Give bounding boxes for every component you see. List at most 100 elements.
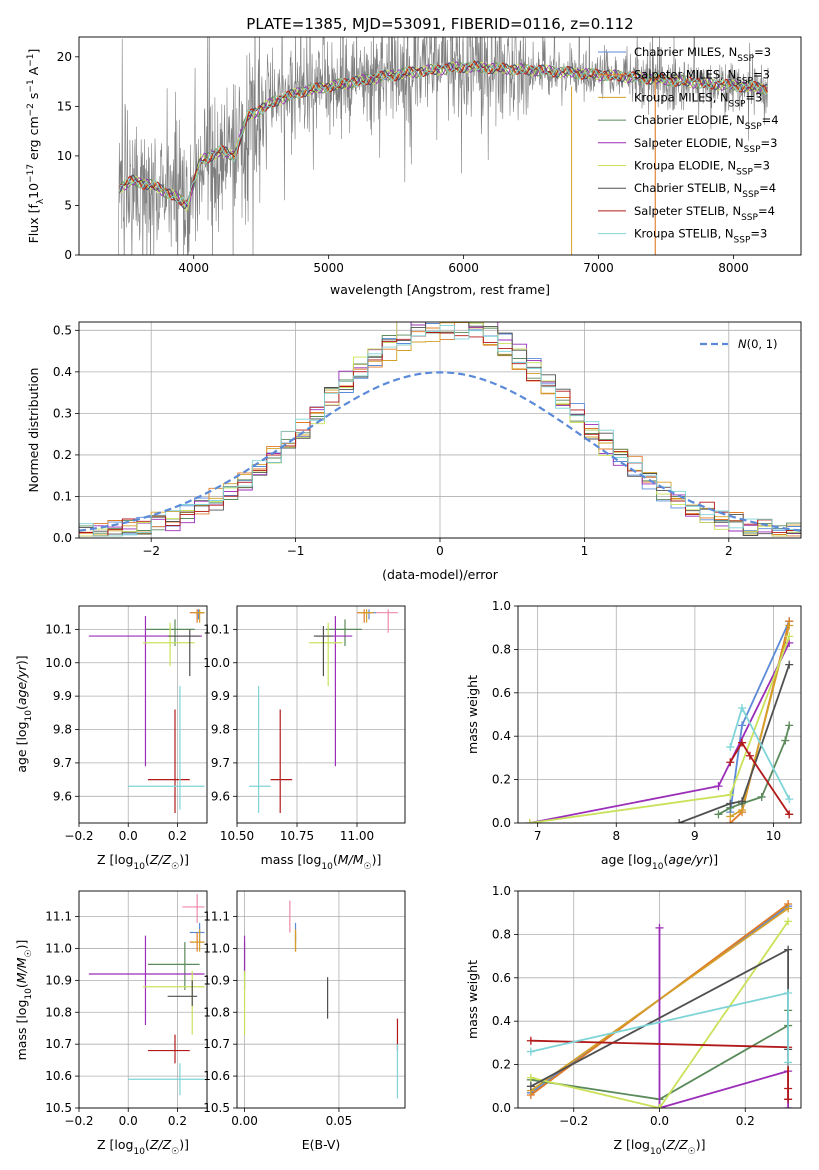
y-tick-label: 10.6 [203, 1069, 230, 1083]
axes-frame [517, 605, 802, 824]
age-vs-mass-panel: 10.50 10.75 11.00 9.6 9.7 9.8 9.9 10.0 10.1 mass … [203, 605, 406, 872]
series-marker [745, 751, 754, 760]
mass-vs-metallicity-panel: −0.2 0.0 0.2 10.5 10.6 10.7 10.8 10.9 11.0 11.1 Z … [14, 890, 208, 1157]
series-line-5 [530, 920, 789, 1108]
x-tick-label: 8000 [718, 261, 749, 275]
y-tick-label: 0.1 [53, 489, 72, 503]
model-spectrum-8 [119, 61, 768, 205]
series-marker [655, 1104, 664, 1108]
series-marker [784, 904, 793, 913]
y-tick-label: 0.8 [492, 642, 511, 656]
series-marker [784, 1084, 793, 1093]
x-tick-label: 0.0 [119, 829, 138, 843]
residual-histogram-8 [79, 324, 801, 537]
plot-area [88, 609, 205, 813]
y-tick-label: 9.7 [211, 756, 230, 770]
y-tick-label: 0.2 [492, 773, 511, 787]
y-tick-label: 0.8 [492, 927, 511, 941]
y-tick-label: 9.9 [53, 689, 72, 703]
x-tick-label: 10.50 [220, 829, 254, 843]
series-line-1 [729, 620, 791, 823]
series-marker [526, 1036, 535, 1045]
y-tick-label: 0.4 [53, 365, 72, 379]
mass-weight-vs-age-panel: 7 8 9 10 0.0 0.2 0.4 0.6 0.8 1.0 age [log10(age/yr… [465, 599, 802, 872]
plot-area [249, 609, 398, 813]
y-tick-label: 1.0 [492, 884, 511, 898]
series-marker [726, 743, 735, 752]
y-tick-label: 10.6 [45, 1069, 72, 1083]
y-axis-label: Flux [fλ10−17 erg cm−2 s−1 A−1] [26, 49, 46, 244]
legend-entry: Chabrier STELIB, NSSP=4 [634, 181, 776, 200]
series-marker [526, 1073, 535, 1082]
x-tick-label: −0.2 [559, 1114, 588, 1128]
y-tick-label: 10.9 [45, 973, 72, 987]
y-tick-label: 10.8 [45, 1005, 72, 1019]
legend-entry: Kroupa MILES, NSSP=3 [634, 90, 762, 109]
y-axis-label: mass weight [465, 960, 480, 1039]
age-vs-metallicity-panel: −0.2 0.0 0.2 9.6 9.7 9.8 9.9 10.0 10.1 Z [log10(Z… [14, 605, 208, 872]
series-line-4 [529, 642, 791, 823]
series-marker [757, 792, 766, 801]
x-tick-label: −2 [142, 544, 160, 558]
y-tick-label: 0.0 [492, 1101, 511, 1115]
series-marker [785, 795, 794, 804]
x-tick-label: 7000 [583, 261, 614, 275]
series-marker [784, 945, 793, 954]
plot-area [243, 900, 399, 1099]
x-axis-label: age [log10(age/yr)] [601, 852, 718, 872]
y-tick-label: 11.0 [203, 941, 230, 955]
series-line-5 [529, 636, 791, 823]
legend-entry: Salpeter MILES, NSSP=3 [634, 68, 770, 87]
y-tick-label: 0.2 [53, 448, 72, 462]
y-tick-label: 9.9 [211, 689, 230, 703]
y-axis-label: age [log10(age/yr)] [14, 655, 34, 772]
x-axis-label: (data-model)/error [382, 567, 499, 582]
series-marker [655, 923, 664, 932]
x-axis-label: Z [log10(Z/Z☉)] [614, 1137, 706, 1157]
plot-area [88, 894, 205, 1096]
x-axis-label: Z [log10(Z/Z☉)] [97, 1137, 189, 1157]
x-tick-label: 1 [581, 544, 589, 558]
series-marker [726, 790, 735, 799]
x-tick-label: 11.00 [340, 829, 374, 843]
axes-frame [78, 36, 802, 256]
y-tick-label: 0.3 [53, 406, 72, 420]
y-tick-label: 9.6 [53, 789, 72, 803]
x-axis-label: mass [log10(M/M☉)] [261, 852, 382, 872]
y-tick-label: 11.1 [203, 910, 230, 924]
series-marker [726, 758, 735, 767]
y-axis-label: mass [log10(M/M☉)] [14, 940, 34, 1061]
axes-frame [236, 890, 406, 1109]
x-tick-label: 2 [725, 544, 733, 558]
x-tick-label: 0.0 [119, 1114, 138, 1128]
y-axis-label: Normed distribution [26, 368, 41, 493]
legend-entry: Salpeter ELODIE, NSSP=3 [634, 136, 777, 155]
y-tick-label: 11.1 [45, 910, 72, 924]
x-tick-label: 0 [436, 544, 444, 558]
series-marker [738, 738, 747, 747]
x-axis-label: E(B-V) [302, 1137, 341, 1152]
y-tick-label: 10.5 [203, 1101, 230, 1115]
y-tick-label: 0.2 [492, 1058, 511, 1072]
mass-vs-ebv-panel: 0.00 0.05 10.5 10.6 10.7 10.8 10.9 11.0 11.1 E(B-… [203, 890, 406, 1152]
legend-entry: Kroupa STELIB, NSSP=3 [634, 227, 767, 246]
y-tick-label: 0.6 [492, 971, 511, 985]
series-line-7 [729, 740, 790, 815]
plot-area [526, 900, 793, 1108]
series-marker [784, 988, 793, 997]
y-tick-label: 10.8 [203, 1005, 230, 1019]
x-tick-label: 0.2 [168, 829, 187, 843]
series-marker [714, 782, 723, 791]
legend-entry: Chabrier MILES, NSSP=3 [634, 45, 771, 64]
series-marker [738, 703, 747, 712]
normal-reference-curve [79, 371, 801, 532]
plot-area [525, 617, 794, 823]
y-tick-label: 0.5 [53, 323, 72, 337]
y-tick-label: 20 [57, 50, 72, 64]
legend-entry: Salpeter STELIB, NSSP=4 [634, 204, 775, 223]
x-tick-label: 4000 [178, 261, 209, 275]
x-axis-label: wavelength [Angstrom, rest frame] [330, 282, 550, 297]
series-marker [526, 1047, 535, 1056]
series-marker [726, 812, 735, 821]
